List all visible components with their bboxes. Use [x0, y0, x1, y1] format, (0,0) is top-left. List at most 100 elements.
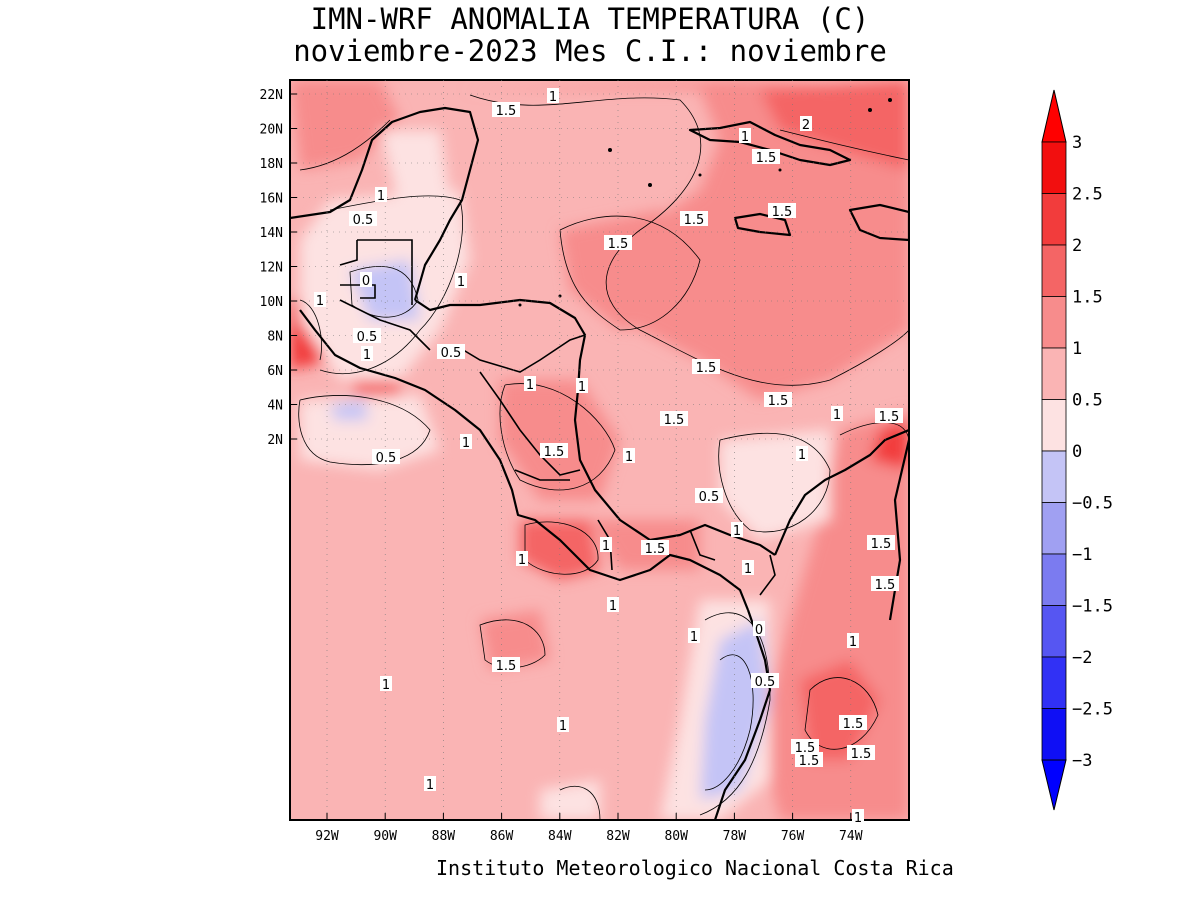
lat-label: 14N	[260, 226, 283, 241]
contour-label-bg	[742, 560, 754, 575]
contour-label: 1.5	[645, 542, 666, 557]
contour-label-bg	[795, 752, 823, 767]
colorbar-label: −1.5	[1072, 597, 1113, 617]
contour-label: 1	[798, 448, 806, 463]
lon-label: 76W	[781, 829, 805, 844]
lon-label: 84W	[548, 829, 572, 844]
lat-label: 4N	[267, 399, 283, 414]
contour-label-bg	[764, 392, 792, 407]
contour-label-bg	[424, 776, 436, 791]
contour-label: 1	[578, 380, 586, 395]
contour-label: 0	[755, 623, 763, 638]
contour-label-bg	[739, 128, 751, 143]
lon-label: 78W	[723, 829, 747, 844]
contour-label-bg	[831, 406, 843, 421]
contour-label: 0.5	[376, 451, 397, 466]
contour-label-bg	[641, 540, 669, 555]
credit-text: Instituto Meteorologico Nacional Costa R…	[436, 856, 954, 880]
colorbar-swatch	[1041, 656, 1067, 709]
contour-label-bg	[839, 715, 867, 730]
contour-label-bg	[695, 488, 723, 503]
lon-label: 92W	[315, 829, 339, 844]
contour-label-bg	[692, 359, 720, 374]
colorbar-swatch	[1041, 399, 1067, 452]
contour-label: 1.5	[696, 361, 717, 376]
colorbar-label: 1.5	[1072, 288, 1103, 308]
contour-label: 1	[518, 553, 526, 568]
colorbar-swatch	[1041, 502, 1067, 555]
contour-label-bg	[791, 739, 819, 754]
contour-label-bg	[353, 328, 381, 343]
contour-label: 1	[849, 635, 857, 650]
colorbar-label: 2	[1072, 236, 1082, 256]
contour-label-bg	[751, 673, 779, 688]
colorbar-label: −0.5	[1072, 494, 1113, 514]
colorbar-label: 0.5	[1072, 391, 1103, 411]
lat-label: 18N	[260, 157, 283, 172]
contour-label-bg	[516, 551, 528, 566]
contour-label: 1	[744, 562, 752, 577]
contour-label-bg	[660, 411, 688, 426]
contour-label-bg	[492, 657, 520, 672]
contour-label: 1	[609, 599, 617, 614]
contour-label: 1	[690, 630, 698, 645]
lat-label: 22N	[260, 88, 283, 103]
colorbar-swatch	[1041, 347, 1067, 400]
colorbar-swatch	[1041, 605, 1067, 658]
colorbar-swatch	[1041, 553, 1067, 606]
contour-label: 1	[854, 811, 862, 826]
contour-label-bg	[375, 187, 387, 202]
colorbar-under-arrow	[1041, 759, 1067, 811]
contour-label-bg	[380, 676, 392, 691]
contour-label-bg	[680, 211, 708, 226]
contour-label: 0.5	[699, 490, 720, 505]
contour-label-bg	[576, 378, 588, 393]
contour-label-bg	[867, 535, 895, 550]
contour-label: 1.5	[879, 410, 900, 425]
longitude-axis: 92W 90W 88W 86W 84W 82W 80W 78W 76W 74W	[315, 80, 863, 844]
contour-label-bg	[557, 717, 569, 732]
contour-label: 1	[457, 275, 465, 290]
contour-label: 0.5	[357, 330, 378, 345]
contour-label: 2	[802, 118, 810, 133]
contour-label: 1	[526, 378, 534, 393]
contour-label-bg	[800, 116, 812, 131]
lon-label: 82W	[606, 829, 630, 844]
contour-label-bg	[349, 211, 377, 226]
contour-label: 0.5	[755, 675, 776, 690]
contour-labels: 1.5 1 1 2 1.5 1.5 1.5 1.5 1 0.5 1 0 1 0.5 1 0.5 1.5 1 1 1.5…	[314, 88, 903, 826]
contour-label: 1	[426, 778, 434, 793]
contour-label: 1.5	[875, 578, 896, 593]
contour-label: 1.5	[851, 747, 872, 762]
contour-label: 1.5	[768, 394, 789, 409]
colorbar-over-arrow	[1041, 89, 1067, 143]
contour-label-bg	[372, 449, 400, 464]
latitude-axis: 22N 20N 18N 16N 14N 12N 10N 8N 6N 4N 2N	[260, 88, 909, 448]
contour-label: 1	[625, 450, 633, 465]
contour-label-bg	[875, 408, 903, 423]
contour-label: 1	[462, 436, 470, 451]
contour-label-bg	[753, 621, 765, 636]
contour-label-bg	[852, 809, 864, 824]
lon-label: 80W	[664, 829, 688, 844]
colorbar: 3 2.5 2 1.5 1 0.5 0 −0.5 −1 −1.5 −2 −2.5 −3	[1041, 89, 1113, 811]
contour-label-bg	[847, 633, 859, 648]
lon-label: 86W	[490, 829, 514, 844]
contour-label-bg	[731, 522, 743, 537]
colorbar-label: 0	[1072, 442, 1082, 462]
contour-label: 1.5	[608, 237, 629, 252]
contour-label: 1	[559, 719, 567, 734]
contour-label-bg	[360, 272, 372, 287]
lon-label: 90W	[373, 829, 397, 844]
contour-label: 1.5	[496, 104, 517, 119]
contour-label-bg	[600, 537, 612, 552]
lat-label: 10N	[260, 295, 283, 310]
contour-label: 1	[602, 539, 610, 554]
lat-label: 12N	[260, 261, 283, 276]
contour-label: 0.5	[353, 213, 374, 228]
contour-label-bg	[455, 273, 467, 288]
contour-label: 1.5	[799, 754, 820, 769]
contour-label-bg	[524, 376, 536, 391]
contour-label: 1.5	[664, 413, 685, 428]
contour-label: 1	[316, 294, 324, 309]
